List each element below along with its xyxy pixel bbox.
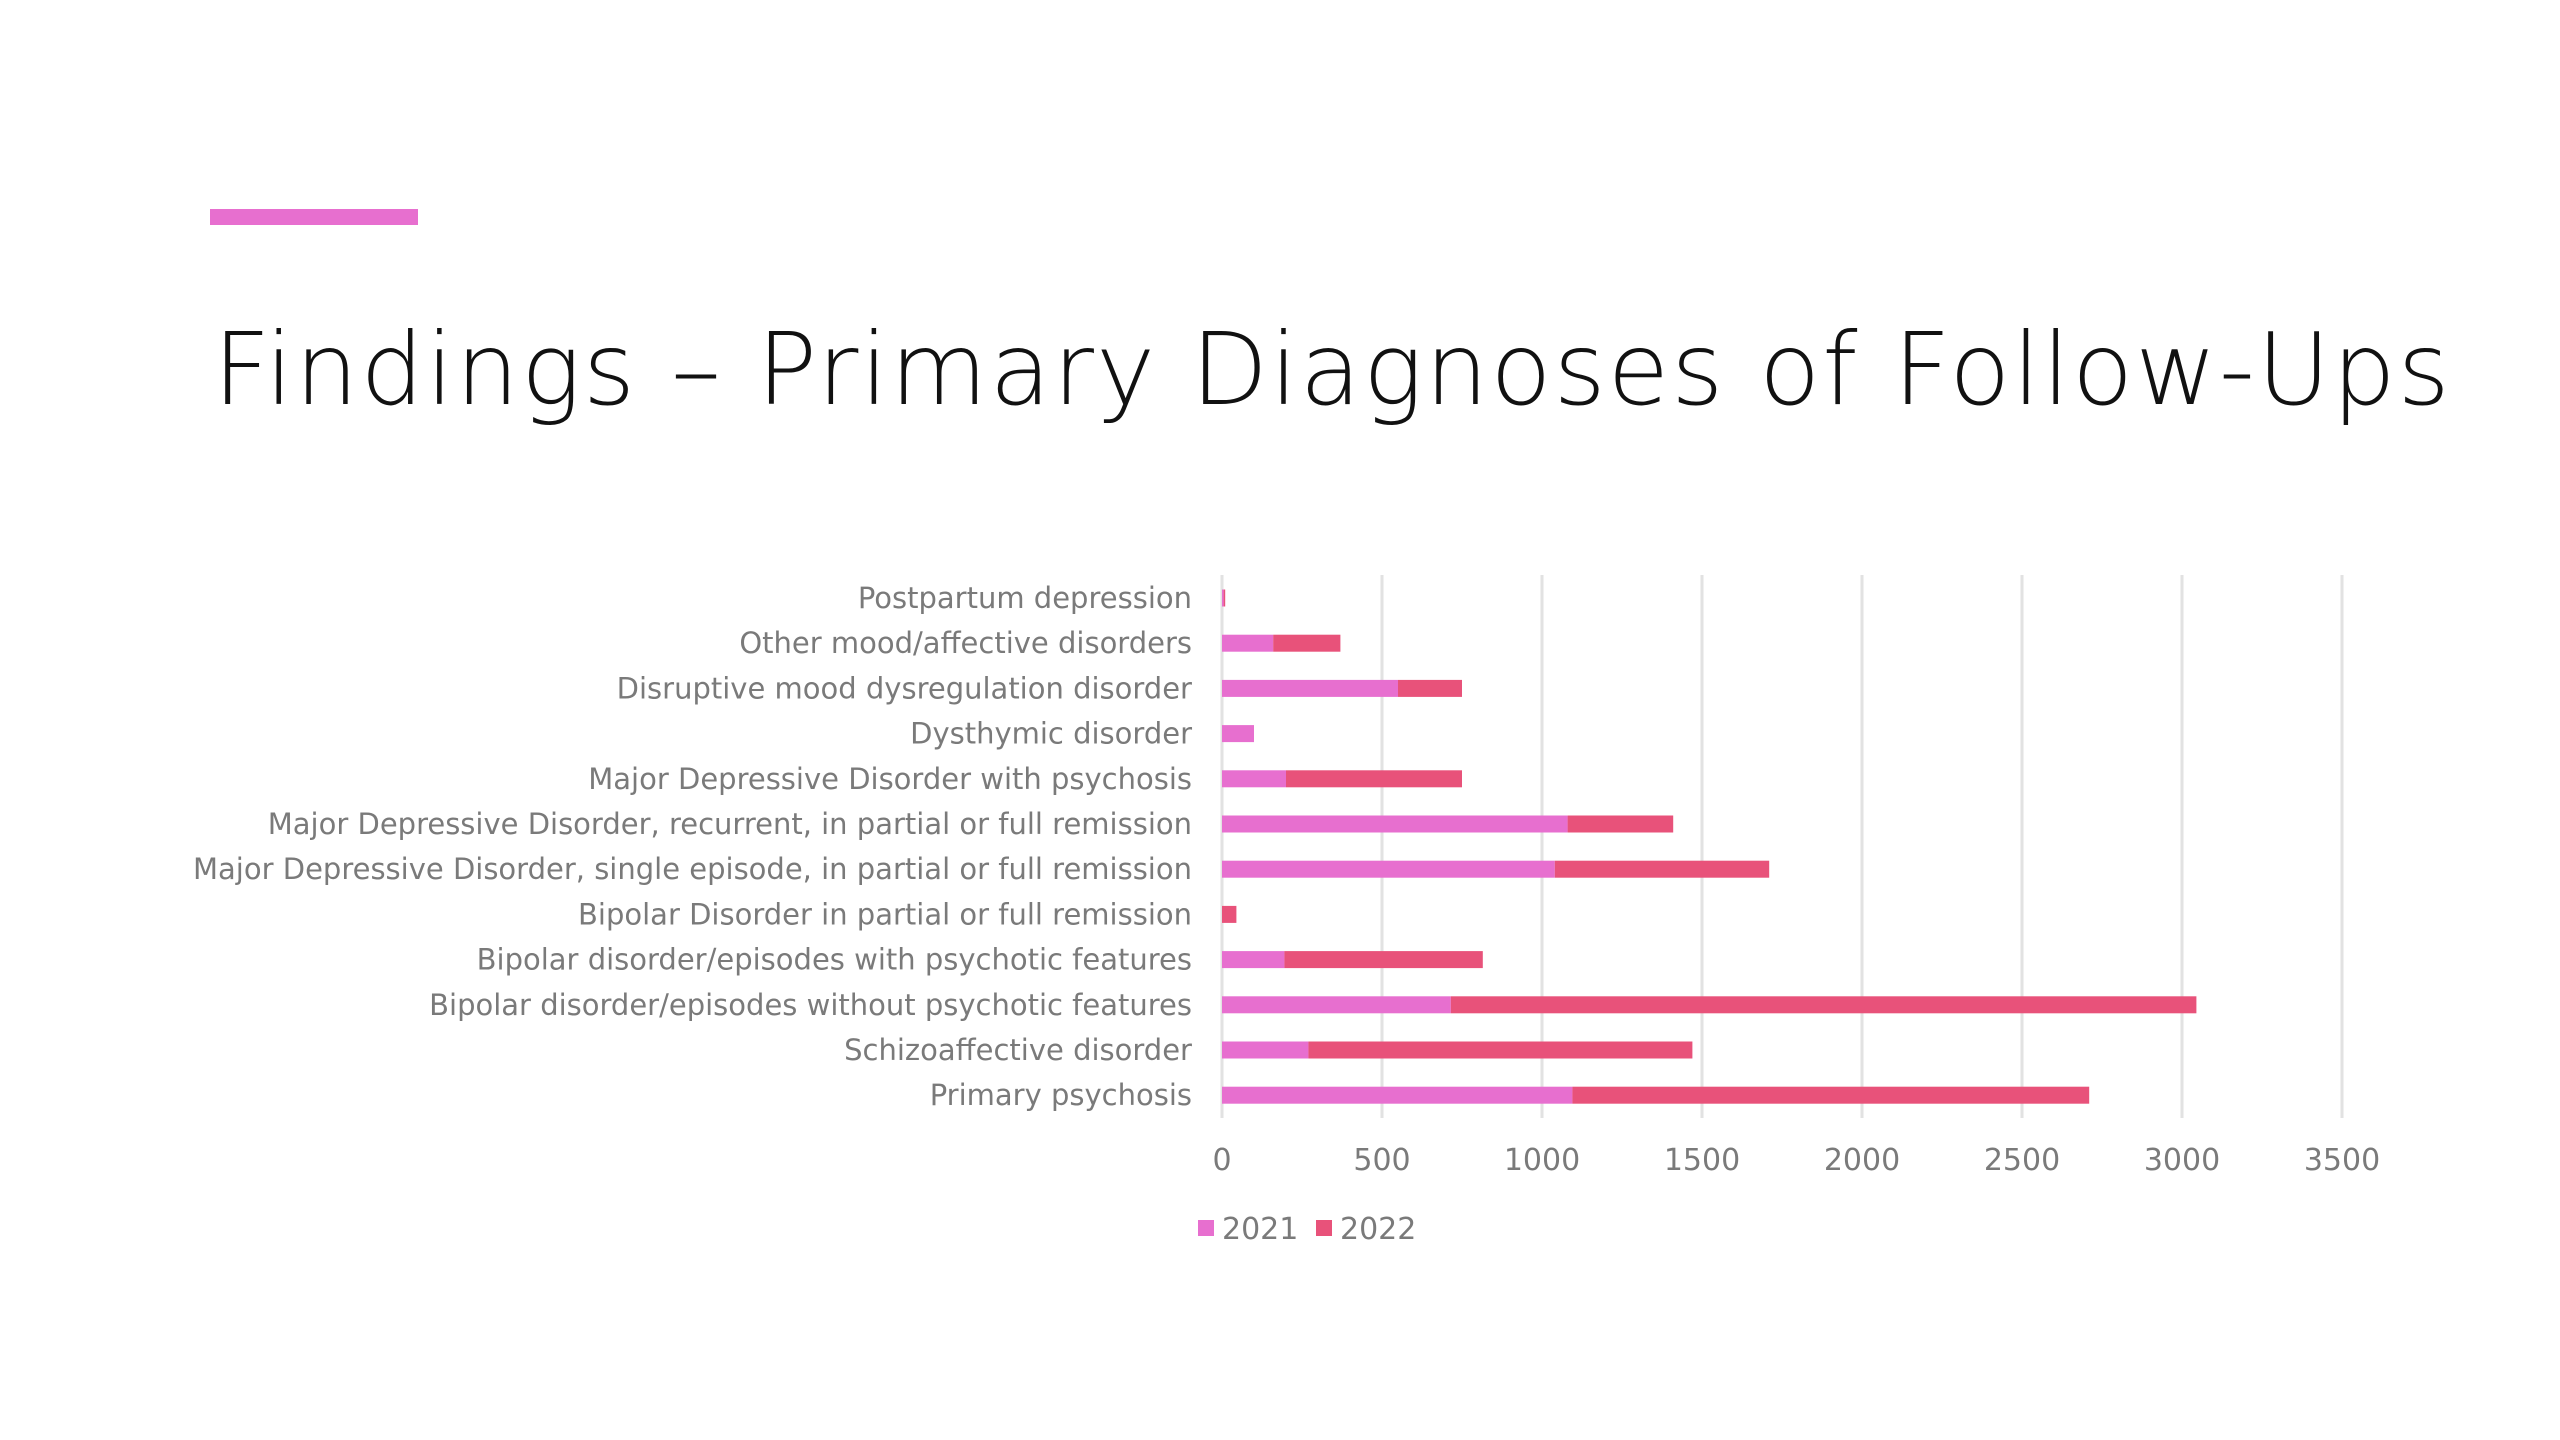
- legend: 2021 2022: [1198, 1212, 1416, 1247]
- x-tick-label: 2500: [1984, 1143, 2060, 1178]
- x-tick-label: 3000: [2144, 1143, 2220, 1178]
- accent-bar: [210, 209, 418, 225]
- category-label: Other mood/affective disorders: [739, 626, 1192, 660]
- x-tick-labels: 0 500 1000 1500 2000 2500 3000 3500: [1212, 1143, 2380, 1178]
- category-label: Schizoaffective disorder: [844, 1033, 1192, 1067]
- bar-2022: [1567, 815, 1674, 833]
- category-label: Major Depressive Disorder with psychosis: [588, 762, 1192, 796]
- category-labels: Postpartum depression Other mood/affectiv…: [193, 581, 1192, 1112]
- bar-2022: [1450, 996, 2197, 1014]
- category-label: Primary psychosis: [930, 1078, 1192, 1112]
- bar-2022: [1284, 951, 1483, 969]
- bar-2021: [1222, 770, 1286, 788]
- category-label: Bipolar Disorder in partial or full remi…: [578, 897, 1192, 931]
- legend-swatch-2021: [1198, 1220, 1214, 1236]
- bar-2021: [1222, 1041, 1309, 1059]
- bar-2021: [1222, 725, 1254, 743]
- x-tick-label: 0: [1212, 1143, 1231, 1178]
- legend-label: 2022: [1340, 1212, 1416, 1247]
- bar-2021: [1222, 996, 1451, 1014]
- bar-2022: [1398, 679, 1462, 697]
- gridlines: [1220, 575, 2344, 1118]
- x-tick-label: 500: [1353, 1143, 1410, 1178]
- bar-2021: [1222, 634, 1274, 652]
- bar-2021: [1222, 589, 1224, 607]
- x-tick-label: 1000: [1504, 1143, 1580, 1178]
- x-tick-label: 3500: [2304, 1143, 2380, 1178]
- x-tick-label: 2000: [1824, 1143, 1900, 1178]
- category-label: Bipolar disorder/episodes without psycho…: [429, 988, 1192, 1022]
- legend-label: 2021: [1222, 1212, 1298, 1247]
- bar-2022: [1222, 905, 1237, 923]
- x-tick-label: 1500: [1664, 1143, 1740, 1178]
- category-label: Major Depressive Disorder, single episod…: [193, 852, 1192, 886]
- category-label: Major Depressive Disorder, recurrent, in…: [268, 807, 1192, 841]
- slide-title: Findings – Primary Diagnoses of Follow-U…: [213, 311, 2452, 428]
- bar-2022: [1308, 1041, 1693, 1059]
- bar-2021: [1222, 951, 1285, 969]
- bars: [1222, 589, 2197, 1104]
- legend-swatch-2022: [1316, 1220, 1332, 1236]
- bar-2021: [1222, 1086, 1573, 1104]
- category-label: Postpartum depression: [858, 581, 1192, 615]
- category-label: Disruptive mood dysregulation disorder: [617, 671, 1192, 705]
- bar-2022: [1286, 770, 1462, 788]
- bar-2021: [1222, 815, 1568, 833]
- category-label: Dysthymic disorder: [910, 717, 1192, 751]
- bar-2022: [1223, 589, 1226, 607]
- category-label: Bipolar disorder/episodes with psychotic…: [477, 943, 1192, 977]
- bar-2022: [1273, 634, 1341, 652]
- bar-2022: [1554, 860, 1770, 878]
- bar-2022: [1572, 1086, 2090, 1104]
- bar-2021: [1222, 679, 1398, 697]
- bar-2021: [1222, 860, 1555, 878]
